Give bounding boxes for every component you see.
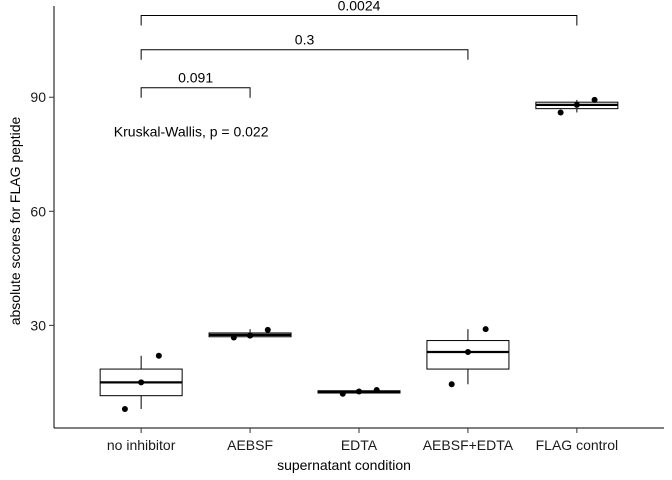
data-point <box>557 109 564 116</box>
y-tick-label: 60 <box>30 203 46 219</box>
data-point <box>339 390 346 397</box>
data-point <box>448 381 455 388</box>
y-axis-title: absolute scores for FLAG peptide <box>7 117 23 326</box>
p-value-label: 0.3 <box>295 32 315 48</box>
bracket-line <box>140 87 251 98</box>
y-tick-label: 30 <box>30 317 46 333</box>
x-tick-label: AEBSF <box>227 437 273 453</box>
plot-marks: 0.091 0.3 0.0024 <box>99 0 619 412</box>
box-group <box>535 96 619 116</box>
comparison-bracket: 0.0024 <box>140 0 578 26</box>
y-tick-label: 90 <box>30 89 46 105</box>
data-point <box>591 96 598 103</box>
data-point <box>138 379 145 386</box>
bracket-line <box>140 15 578 26</box>
data-point <box>121 405 128 412</box>
data-point <box>230 334 237 341</box>
bracket-line <box>140 49 469 60</box>
data-point <box>264 326 271 333</box>
x-tick-label: AEBSF+EDTA <box>423 437 514 453</box>
data-point <box>464 348 471 355</box>
box-group <box>426 326 510 388</box>
data-point <box>155 352 162 359</box>
comparison-bracket: 0.091 <box>140 70 251 98</box>
x-tick-label: EDTA <box>341 437 378 453</box>
x-axis-title: supernatant condition <box>277 457 411 473</box>
data-point <box>247 332 254 339</box>
x-tick-label: no inhibitor <box>107 437 176 453</box>
y-axis-ticks: 30 60 90 <box>30 89 54 333</box>
x-tick-label: FLAG control <box>536 437 618 453</box>
data-point <box>356 388 362 395</box>
p-value-label: 0.091 <box>178 70 213 86</box>
data-point <box>373 386 380 393</box>
data-point <box>482 326 489 333</box>
data-point <box>573 101 580 108</box>
comparison-bracket: 0.3 <box>140 32 469 60</box>
x-axis-ticks: no inhibitor AEBSF EDTA AEBSF+EDTA FLAG cont… <box>107 428 618 453</box>
box-group <box>317 386 401 397</box>
p-value-label: 0.0024 <box>338 0 381 14</box>
box-group <box>99 352 183 412</box>
kruskal-wallis-annotation: Kruskal-Wallis, p = 0.022 <box>114 123 269 139</box>
box-group <box>208 326 292 341</box>
